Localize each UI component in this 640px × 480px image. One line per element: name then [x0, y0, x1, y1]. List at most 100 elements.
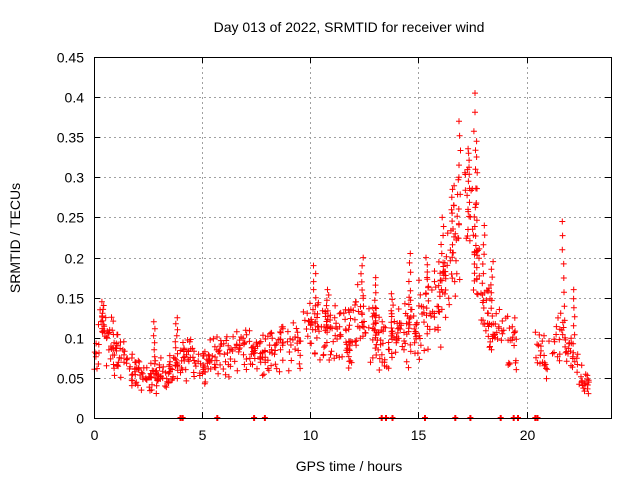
data-point	[383, 363, 390, 370]
data-point	[551, 349, 557, 356]
data-point	[306, 300, 313, 307]
data-point	[210, 335, 217, 342]
data-point	[435, 282, 442, 289]
spike-point	[312, 302, 319, 309]
data-point	[235, 348, 242, 355]
data-point	[379, 318, 386, 325]
data-point	[332, 332, 339, 339]
data-point	[584, 372, 591, 379]
data-point	[484, 310, 491, 317]
plot-frame	[94, 57, 612, 419]
data-point	[537, 360, 543, 367]
data-point	[333, 320, 340, 327]
data-point	[147, 360, 154, 367]
data-point	[375, 329, 382, 336]
data-point	[498, 327, 505, 334]
spike-point	[479, 280, 486, 287]
data-point	[452, 230, 459, 237]
y-tick-label: 0.3	[65, 170, 85, 186]
data-point	[95, 321, 102, 328]
data-point	[259, 349, 266, 356]
spike-point	[456, 118, 462, 125]
spike-point	[474, 185, 480, 192]
spike-point	[481, 222, 488, 229]
data-point	[195, 351, 202, 358]
data-point	[205, 351, 212, 358]
data-point	[441, 290, 448, 297]
data-point	[201, 380, 208, 387]
data-point	[110, 318, 117, 325]
spike-point	[324, 329, 331, 336]
data-point	[355, 308, 362, 315]
data-point	[444, 230, 451, 237]
data-point	[191, 357, 198, 364]
data-point	[489, 335, 496, 342]
data-point	[407, 348, 414, 355]
spike-point	[481, 289, 488, 296]
spike-point	[359, 287, 366, 293]
data-point	[563, 358, 570, 365]
spike-point	[439, 214, 446, 221]
spike-point	[479, 261, 486, 267]
spike-point	[456, 162, 462, 169]
data-point	[254, 365, 260, 372]
x-tick-label: 15	[411, 427, 427, 443]
data-point	[238, 334, 245, 340]
spike-point	[473, 264, 480, 271]
data-point	[395, 306, 402, 312]
spike-point	[407, 250, 414, 257]
data-point	[131, 368, 138, 375]
data-point	[579, 382, 586, 389]
data-point	[284, 338, 291, 345]
data-point	[277, 329, 284, 336]
data-point	[177, 347, 184, 354]
spike-point	[323, 302, 330, 309]
data-point	[429, 308, 436, 315]
spike-point	[151, 325, 158, 332]
spike-point	[405, 325, 412, 332]
data-point	[117, 374, 124, 381]
data-point	[128, 355, 135, 361]
data-point	[554, 353, 561, 360]
spike-point	[472, 242, 479, 249]
spike-point	[389, 330, 396, 337]
data-point	[483, 287, 490, 294]
spike-point	[559, 218, 566, 225]
data-point	[182, 366, 189, 373]
spike-point	[480, 270, 487, 277]
data-point	[476, 245, 483, 252]
data-point	[119, 346, 126, 353]
spike-point	[561, 317, 568, 324]
data-point	[421, 319, 427, 326]
spike-point	[472, 233, 479, 239]
spike-point	[172, 320, 179, 327]
spike-point	[571, 358, 578, 365]
data-point	[135, 357, 142, 364]
data-point	[499, 318, 506, 324]
data-point	[173, 359, 180, 366]
y-tick-label: 0.05	[57, 371, 84, 387]
spike-point	[490, 320, 497, 327]
data-point	[240, 341, 247, 348]
data-point	[280, 339, 287, 346]
data-point	[126, 365, 133, 372]
data-point	[225, 342, 232, 349]
data-point	[473, 290, 480, 297]
data-point	[294, 334, 301, 341]
y-tick-label: 0	[76, 411, 84, 427]
data-point	[342, 326, 349, 333]
data-point	[513, 336, 520, 343]
data-point	[435, 258, 442, 265]
spike-point	[390, 302, 397, 309]
data-point	[585, 390, 592, 397]
spike-point	[388, 290, 395, 297]
spike-point	[561, 303, 568, 310]
data-point	[231, 358, 238, 365]
spike-point	[423, 312, 430, 319]
data-point	[353, 342, 360, 349]
spike-point	[471, 223, 478, 230]
data-point	[562, 349, 569, 356]
data-point	[224, 350, 231, 356]
data-point	[271, 351, 278, 358]
data-point	[181, 357, 188, 364]
